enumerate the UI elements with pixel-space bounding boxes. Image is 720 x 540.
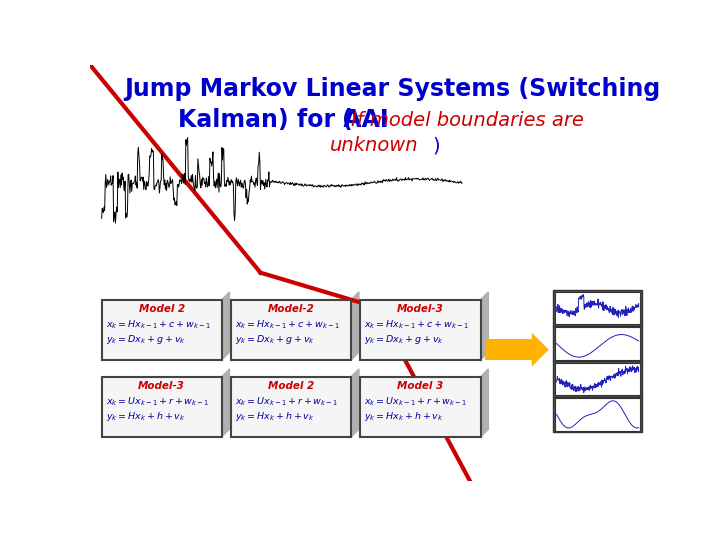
Text: $y_k = Dx_k+g+v_k$: $y_k = Dx_k+g+v_k$	[364, 333, 444, 346]
FancyBboxPatch shape	[554, 397, 642, 432]
Polygon shape	[222, 292, 230, 360]
FancyBboxPatch shape	[555, 327, 640, 360]
Text: Model-3: Model-3	[138, 381, 185, 391]
Polygon shape	[231, 352, 359, 360]
Polygon shape	[481, 369, 488, 437]
Text: $y_k = Dx_k+g+v_k$: $y_k = Dx_k+g+v_k$	[235, 333, 315, 346]
Text: Kalman) for AAI: Kalman) for AAI	[178, 108, 397, 132]
FancyBboxPatch shape	[361, 377, 481, 437]
Polygon shape	[532, 333, 549, 367]
Text: $y_k = Dx_k+g+v_k$: $y_k = Dx_k+g+v_k$	[106, 333, 185, 346]
FancyBboxPatch shape	[554, 326, 642, 361]
Text: $y_k = Hx_k+h+v_k$: $y_k = Hx_k+h+v_k$	[106, 410, 185, 423]
FancyBboxPatch shape	[554, 361, 642, 397]
Text: Model 2: Model 2	[138, 304, 185, 314]
Text: ): )	[433, 136, 440, 155]
FancyBboxPatch shape	[555, 363, 640, 395]
Polygon shape	[231, 429, 359, 437]
Text: If model boundaries are: If model boundaries are	[351, 111, 584, 130]
Text: Model 2: Model 2	[268, 381, 314, 391]
Text: $x_k = Ux_{k-1}+r+w_{k-1}$: $x_k = Ux_{k-1}+r+w_{k-1}$	[235, 395, 338, 408]
FancyBboxPatch shape	[485, 339, 532, 361]
FancyBboxPatch shape	[231, 377, 351, 437]
Text: Jump Markov Linear Systems (Switching: Jump Markov Linear Systems (Switching	[124, 77, 660, 102]
Text: Model-2: Model-2	[268, 304, 315, 314]
FancyBboxPatch shape	[102, 377, 222, 437]
FancyBboxPatch shape	[231, 300, 351, 360]
Polygon shape	[351, 369, 359, 437]
Text: $x_k = Hx_{k-1}+c+w_{k-1}$: $x_k = Hx_{k-1}+c+w_{k-1}$	[106, 318, 210, 330]
Polygon shape	[361, 429, 488, 437]
Text: $x_k = Ux_{k-1}+r+w_{k-1}$: $x_k = Ux_{k-1}+r+w_{k-1}$	[364, 395, 467, 408]
FancyBboxPatch shape	[361, 300, 481, 360]
Text: $x_k = Hx_{k-1}+c+w_{k-1}$: $x_k = Hx_{k-1}+c+w_{k-1}$	[235, 318, 340, 330]
FancyBboxPatch shape	[555, 292, 640, 325]
Text: $y_k = Hx_k+h+v_k$: $y_k = Hx_k+h+v_k$	[235, 410, 315, 423]
Text: Model 3: Model 3	[397, 381, 444, 391]
FancyBboxPatch shape	[102, 300, 222, 360]
Polygon shape	[351, 292, 359, 360]
Polygon shape	[102, 429, 230, 437]
FancyBboxPatch shape	[555, 398, 640, 430]
Polygon shape	[361, 352, 488, 360]
Text: Model-3: Model-3	[397, 304, 444, 314]
Polygon shape	[222, 369, 230, 437]
Polygon shape	[481, 292, 488, 360]
Polygon shape	[102, 352, 230, 360]
Text: (: (	[342, 108, 353, 132]
Text: unknown: unknown	[330, 136, 419, 155]
Text: $y_k = Hx_k+h+v_k$: $y_k = Hx_k+h+v_k$	[364, 410, 444, 423]
FancyBboxPatch shape	[554, 291, 642, 326]
Text: $x_k = Ux_{k-1}+r+w_{k-1}$: $x_k = Ux_{k-1}+r+w_{k-1}$	[106, 395, 209, 408]
Text: $x_k = Hx_{k-1}+c+w_{k-1}$: $x_k = Hx_{k-1}+c+w_{k-1}$	[364, 318, 469, 330]
